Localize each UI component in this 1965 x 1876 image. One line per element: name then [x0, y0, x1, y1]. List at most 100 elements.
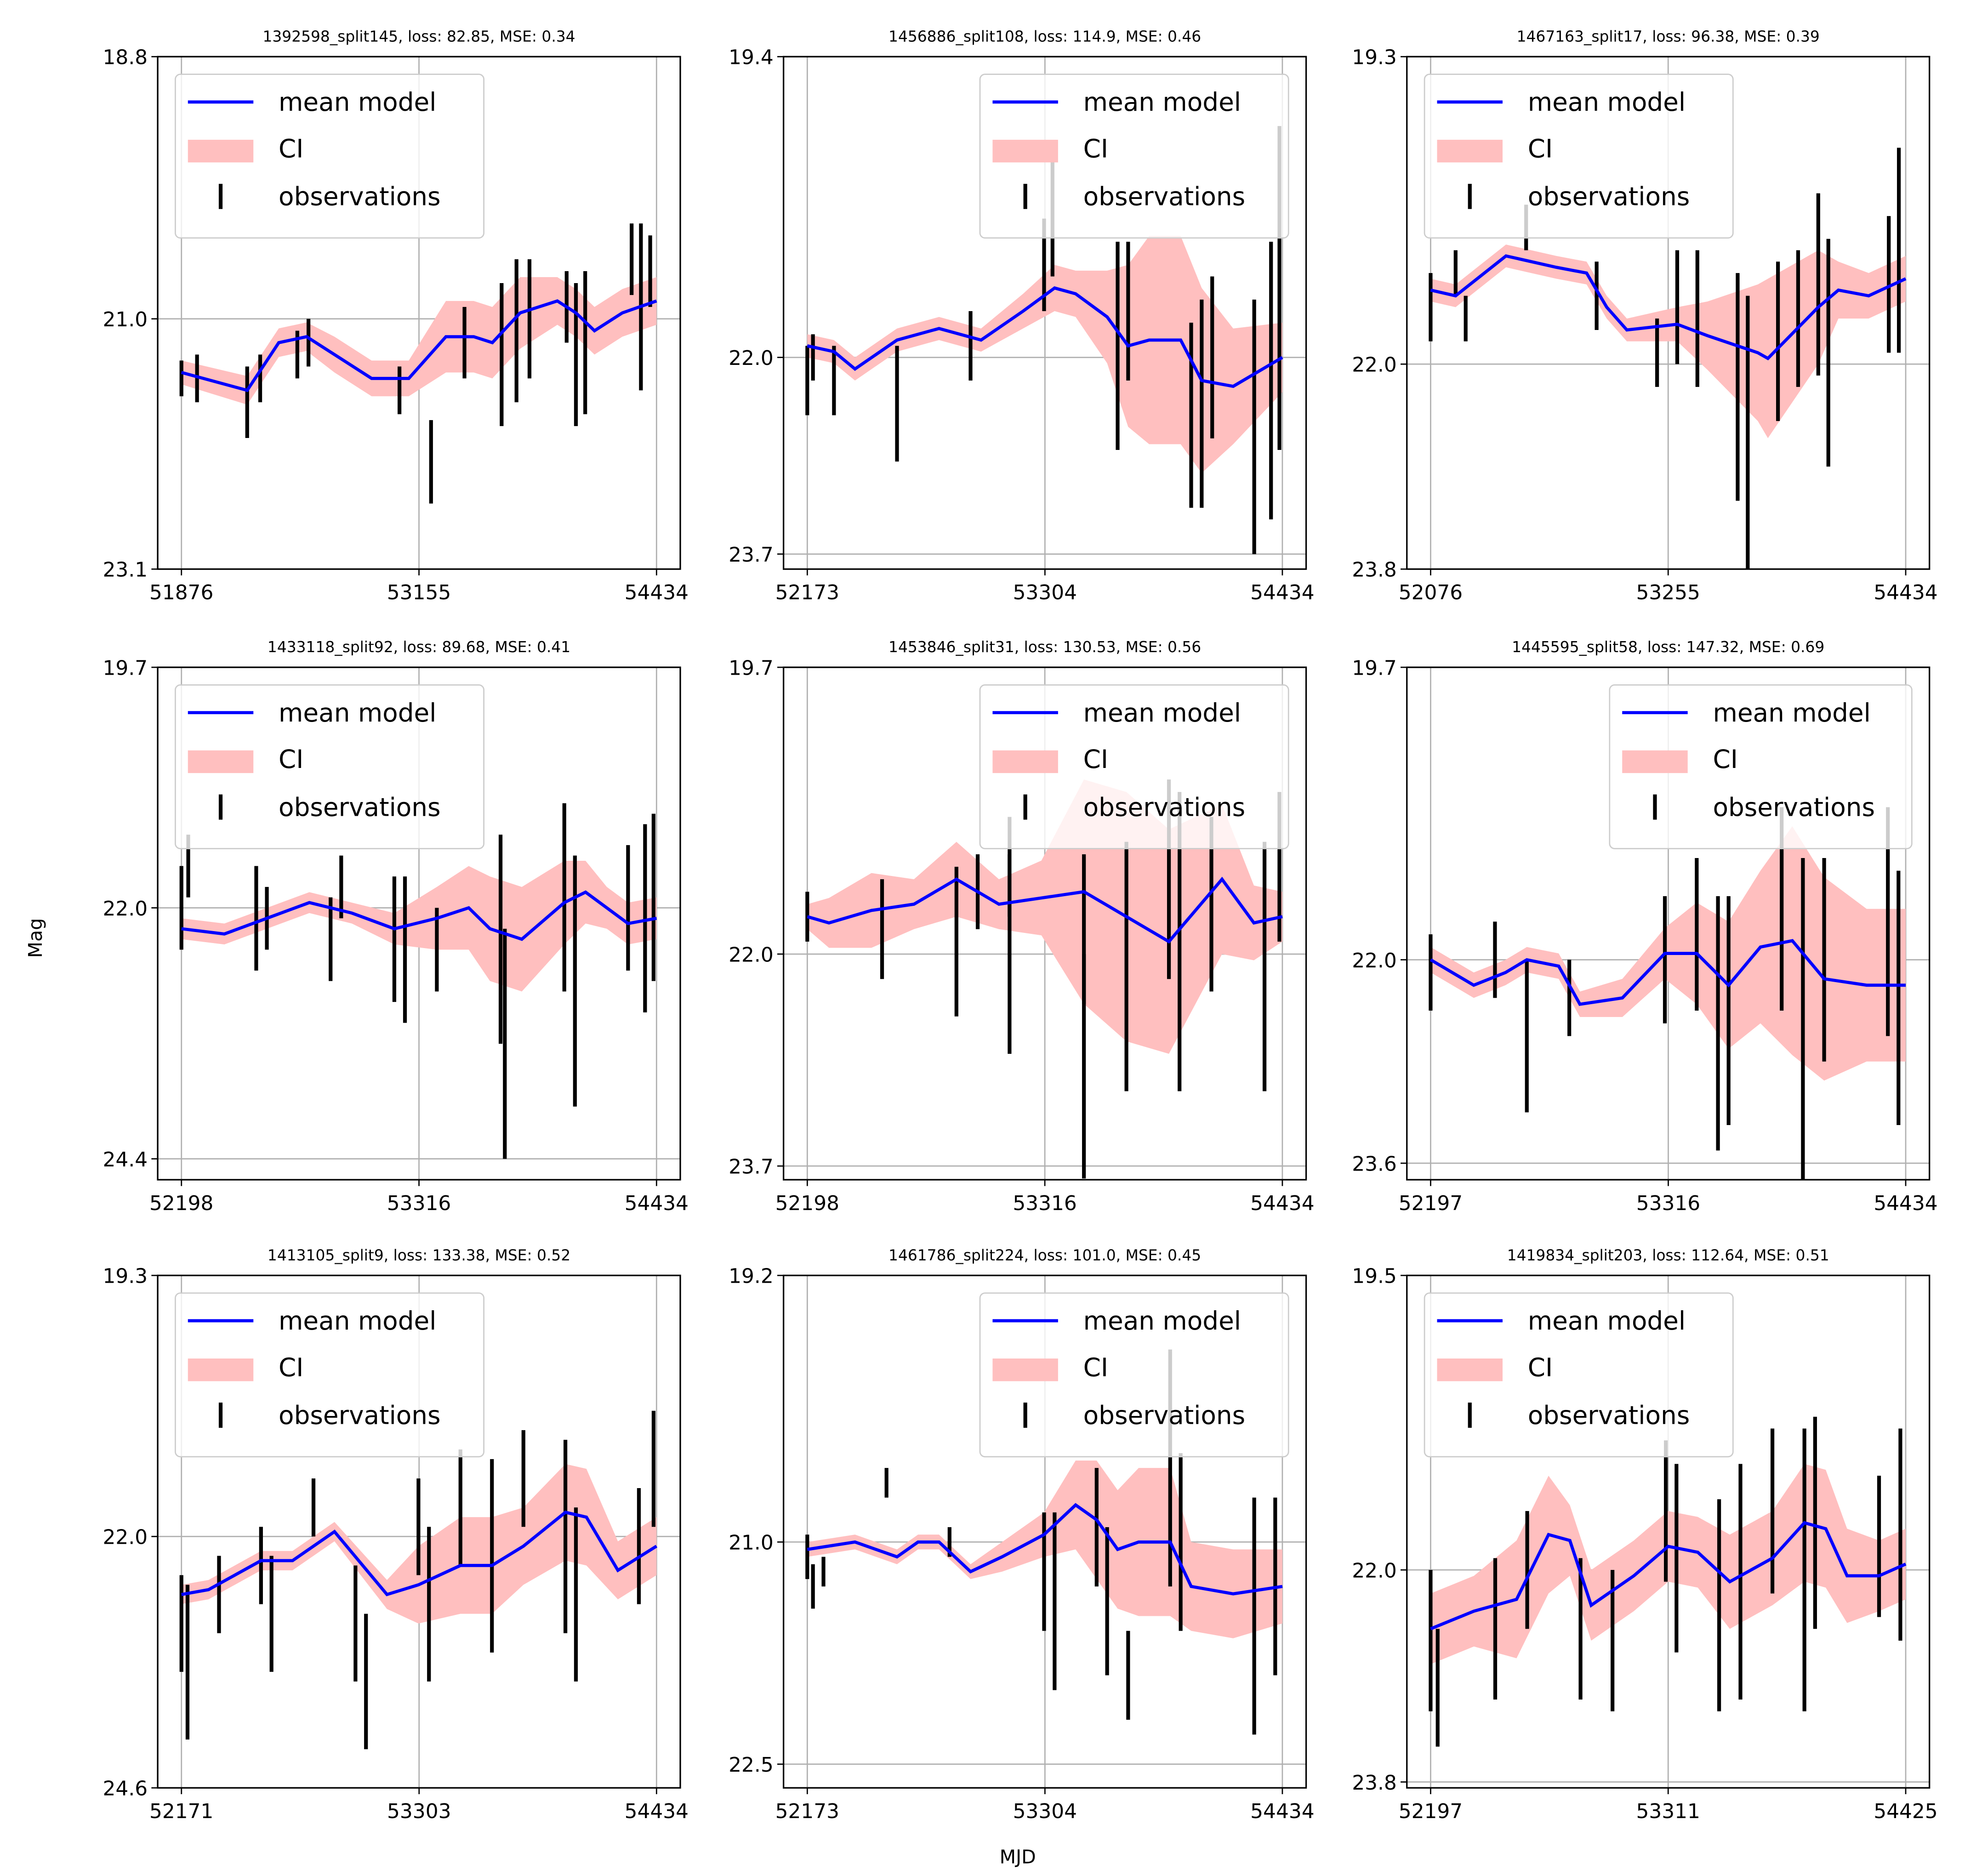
- subplot-2: 52173 53304 54434 19.4 22.0 23.7 1456886_split…: [729, 27, 1314, 604]
- y-tick-label: 19.3: [1352, 46, 1397, 69]
- subplot-3: 52076 53255 54434 19.3 22.0 23.8 1467163_split…: [1352, 27, 1937, 604]
- legend-label-obs: observations: [1528, 1400, 1690, 1430]
- y-tick-label: 21.0: [103, 308, 148, 331]
- subplot-6: 52197 53316 54434 19.7 22.0 23.6 1445595_split…: [1352, 638, 1937, 1215]
- x-tick-label: 53316: [1636, 1192, 1700, 1215]
- legend: mean model CI observations: [979, 1292, 1289, 1458]
- x-tick-label: 54434: [1874, 1192, 1937, 1215]
- y-tick-label: 22.0: [1352, 353, 1397, 377]
- y-tick-label: 22.5: [729, 1753, 774, 1777]
- ci-band: [181, 277, 657, 405]
- x-tick-label: 52197: [1399, 1192, 1463, 1215]
- x-tick-label: 52076: [1399, 581, 1463, 604]
- legend-label-mean: mean model: [1083, 698, 1241, 728]
- y-tick-label: 23.7: [729, 1155, 774, 1179]
- legend-ci-swatch: [188, 750, 254, 773]
- x-tick-label: 53255: [1636, 581, 1700, 604]
- legend-label-mean: mean model: [279, 1306, 436, 1336]
- y-tick-label: 23.1: [103, 558, 148, 582]
- legend-label-ci: CI: [279, 745, 303, 774]
- ci-band: [1430, 1464, 1906, 1665]
- subplot-7: 52171 53303 54434 19.3 22.0 24.6 1413105_split…: [103, 1246, 689, 1823]
- legend-box: [979, 1292, 1289, 1458]
- legend: mean model CI observations: [1609, 684, 1913, 849]
- legend-box: [175, 74, 484, 239]
- plot-area: [179, 1410, 658, 1750]
- legend-box: [979, 684, 1289, 849]
- x-tick-label: 54434: [1250, 1192, 1314, 1215]
- legend-label-ci: CI: [279, 1353, 303, 1382]
- subplot-title: 1419834_split203, loss: 112.64, MSE: 0.5…: [1507, 1246, 1829, 1264]
- legend-label-mean: mean model: [1528, 87, 1686, 117]
- legend-label-ci: CI: [1528, 1353, 1553, 1382]
- legend-label-obs: observations: [279, 792, 441, 822]
- x-tick-label: 54434: [1250, 581, 1314, 604]
- y-tick-label: 19.7: [729, 656, 774, 680]
- x-tick-label: 54434: [625, 581, 689, 604]
- legend-ci-swatch: [188, 1359, 254, 1381]
- mean-model-line: [181, 890, 657, 941]
- plot-area: [1429, 807, 1906, 1180]
- plot-area: [805, 126, 1283, 554]
- legend-label-obs: observations: [1083, 1400, 1246, 1430]
- y-tick-label: 24.6: [103, 1777, 148, 1801]
- subplot-title: 1433118_split92, loss: 89.68, MSE: 0.41: [268, 638, 570, 656]
- legend-box: [1609, 684, 1913, 849]
- x-tick-label: 54434: [1250, 1800, 1314, 1823]
- plot-area: [179, 223, 657, 504]
- legend-label-mean: mean model: [1083, 87, 1241, 117]
- subplot-title: 1467163_split17, loss: 96.38, MSE: 0.39: [1517, 27, 1820, 45]
- ci-band: [181, 860, 657, 992]
- axes-frame: [782, 1274, 1307, 1789]
- legend-label-obs: observations: [1713, 792, 1875, 822]
- y-tick-label: 19.3: [103, 1265, 148, 1288]
- x-tick-label: 53155: [387, 581, 451, 604]
- legend-ci-swatch: [992, 750, 1058, 773]
- x-tick-label: 54434: [625, 1800, 689, 1823]
- legend: mean model CI observations: [1424, 74, 1734, 239]
- mean-model-line: [1430, 939, 1906, 1006]
- legend-box: [979, 74, 1289, 239]
- x-tick-label: 54425: [1874, 1800, 1937, 1823]
- y-tick-label: 22.0: [1352, 1559, 1397, 1582]
- y-tick-label: 22.0: [729, 347, 774, 370]
- legend-label-ci: CI: [1083, 1353, 1108, 1382]
- subplot-1: 51876 53155 54434 18.8 21.0 23.1 1392598_split…: [103, 27, 689, 604]
- y-tick-label: 19.7: [103, 656, 148, 680]
- axes-frame: [782, 666, 1307, 1181]
- plot-area: [1429, 1416, 1907, 1747]
- mean-model-line: [807, 286, 1283, 388]
- subplot-title: 1461786_split224, loss: 101.0, MSE: 0.45: [889, 1246, 1201, 1264]
- axes-frame: [1406, 666, 1931, 1181]
- mean-model-line: [1430, 1521, 1907, 1631]
- legend-label-mean: mean model: [279, 698, 436, 728]
- legend-label-obs: observations: [1083, 182, 1246, 211]
- ci-band: [807, 236, 1282, 473]
- subplot-9: 52197 53311 54425 19.5 22.0 23.8 1419834_split…: [1352, 1246, 1937, 1823]
- ci-band: [181, 1464, 657, 1624]
- mean-model-line: [1430, 254, 1907, 361]
- legend-label-obs: observations: [1083, 792, 1246, 822]
- legend-ci-swatch: [992, 1359, 1058, 1381]
- legend-label-ci: CI: [1528, 134, 1553, 163]
- axes-frame: [157, 1274, 681, 1789]
- subplot-8: 52173 53304 54434 19.2 21.0 22.5 1461786_split…: [729, 1246, 1314, 1823]
- legend-ci-swatch: [188, 140, 254, 163]
- legend-label-ci: CI: [1713, 745, 1737, 774]
- ci-band: [1430, 244, 1906, 438]
- axes-frame: [782, 56, 1307, 570]
- x-tick-label: 54434: [1874, 581, 1937, 604]
- x-tick-label: 52173: [775, 581, 839, 604]
- y-tick-label: 19.4: [729, 46, 774, 69]
- legend-label-mean: mean model: [1713, 698, 1870, 728]
- legend: mean model CI observations: [979, 684, 1289, 849]
- y-tick-label: 23.7: [729, 543, 774, 567]
- plot-area: [1429, 148, 1907, 569]
- mean-model-line: [181, 1510, 658, 1597]
- x-tick-label: 51876: [149, 581, 213, 604]
- y-tick-label: 22.0: [103, 1526, 148, 1549]
- y-tick-label: 19.5: [1352, 1265, 1397, 1288]
- x-tick-label: 53316: [387, 1192, 451, 1215]
- x-tick-label: 53304: [1013, 581, 1077, 604]
